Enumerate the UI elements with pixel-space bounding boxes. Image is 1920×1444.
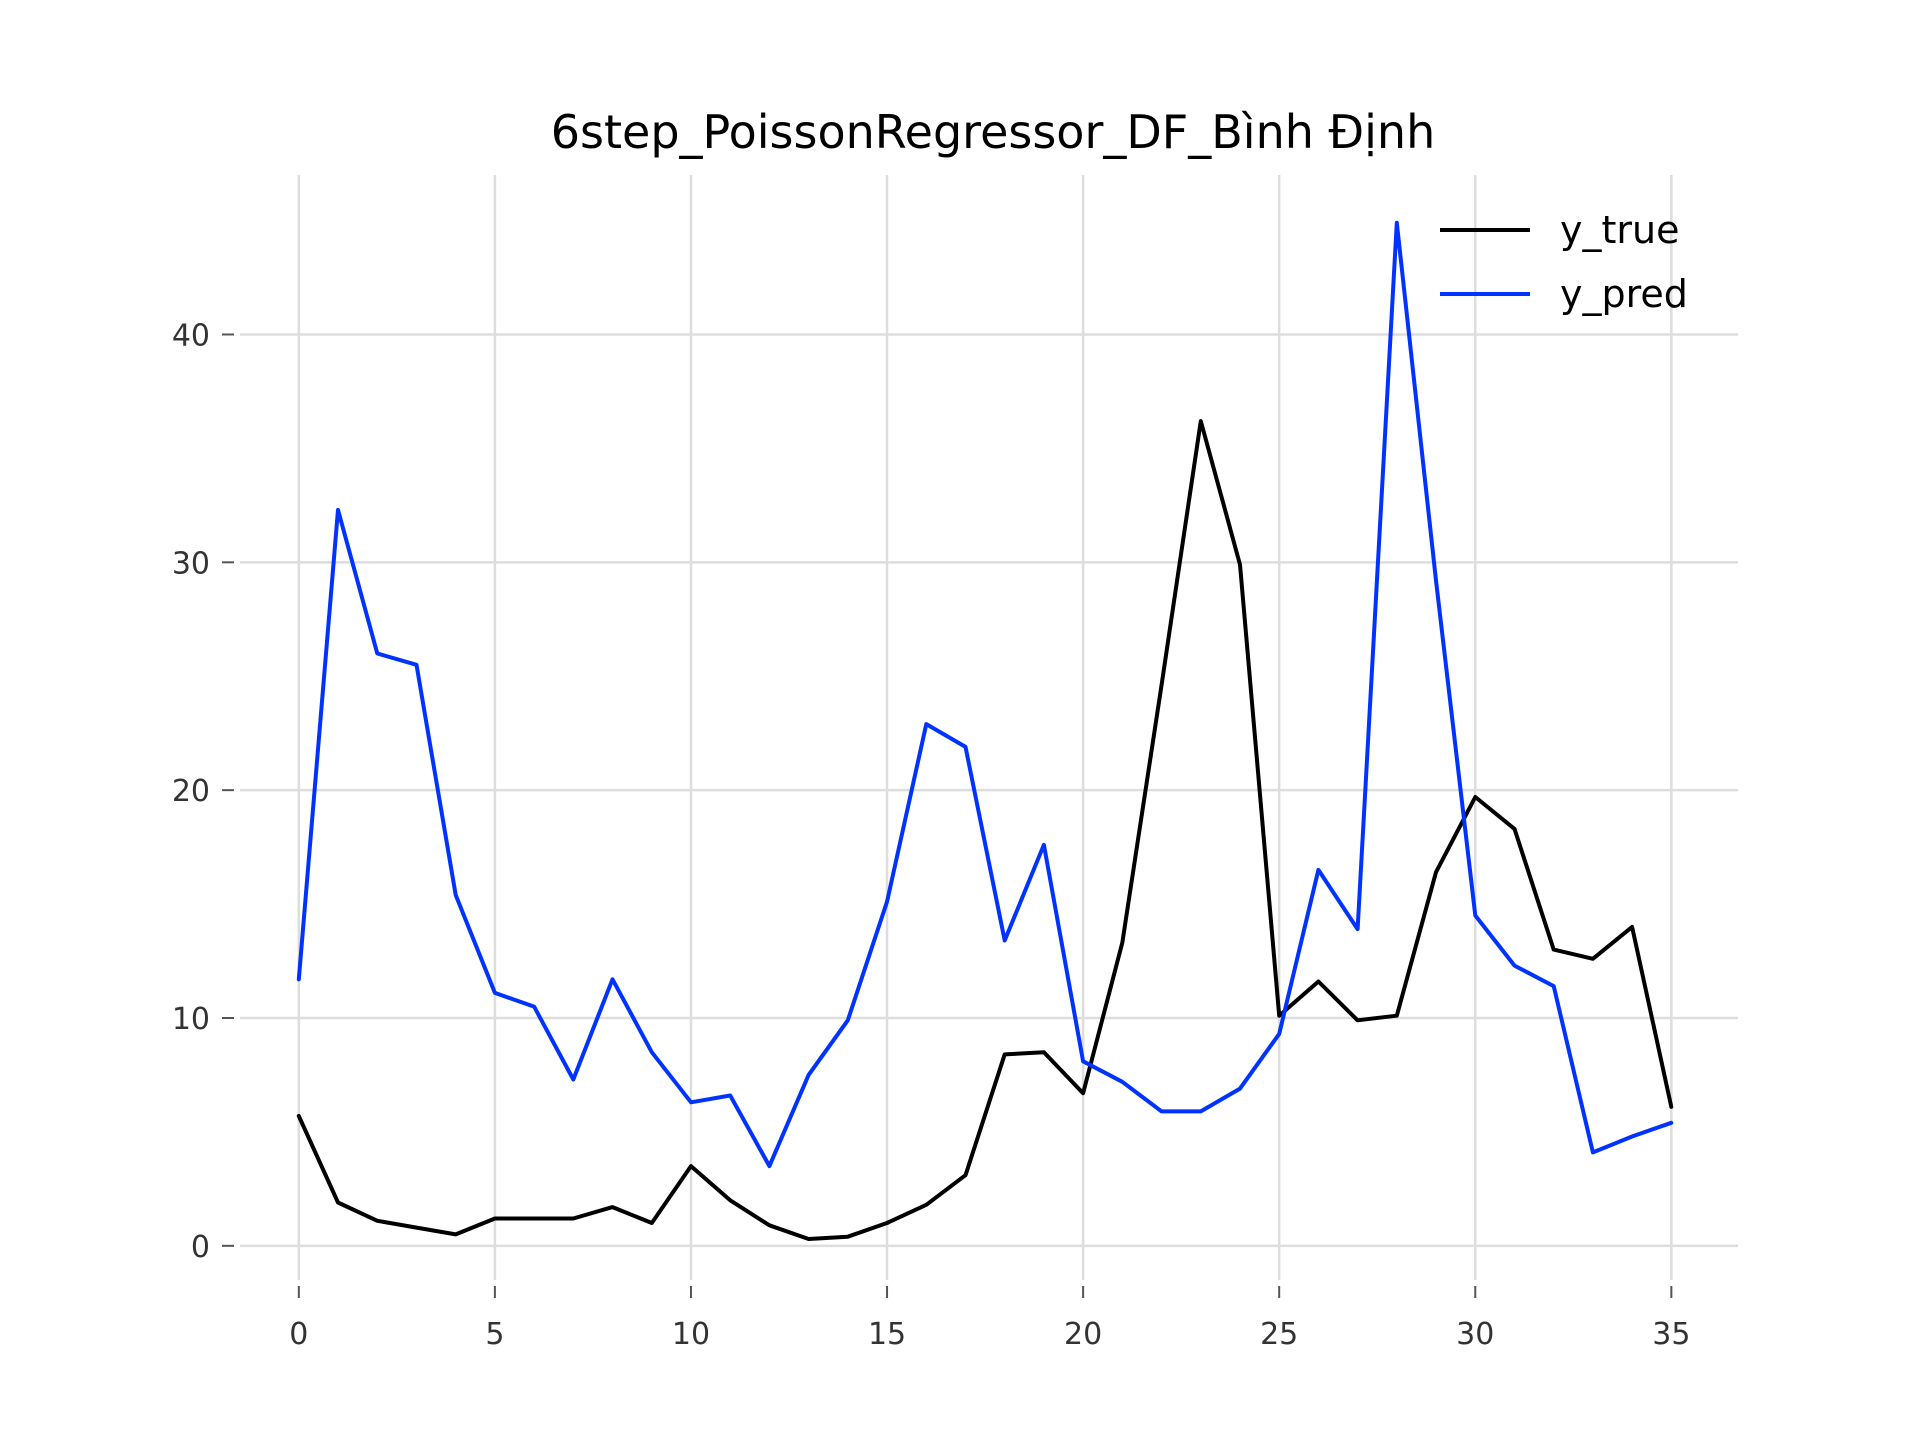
x-tick-label: 25 <box>1260 1317 1298 1352</box>
legend-label-y-pred: y_pred <box>1560 272 1688 316</box>
y-tick-label: 10 <box>172 1002 210 1037</box>
y-tick-label: 40 <box>172 318 210 353</box>
axis-ticks: 0 5 10 15 20 25 30 35 0 10 20 30 40 <box>172 318 1691 1352</box>
y-tick-label: 30 <box>172 546 210 581</box>
legend-label-y-true: y_true <box>1560 208 1679 252</box>
x-tick-label: 20 <box>1064 1317 1102 1352</box>
x-tick-label: 0 <box>289 1317 308 1352</box>
x-tick-label: 15 <box>868 1317 906 1352</box>
x-tick-label: 35 <box>1652 1317 1690 1352</box>
y-tick-label: 0 <box>191 1230 210 1265</box>
x-tick-label: 10 <box>672 1317 710 1352</box>
x-tick-label: 5 <box>485 1317 504 1352</box>
x-tick-label: 30 <box>1456 1317 1494 1352</box>
grid-lines <box>240 175 1738 1280</box>
series-lines <box>296 220 1674 1241</box>
chart-title: 6step_PoissonRegressor_DF_Bình Định <box>551 105 1436 159</box>
series-line-y-true <box>296 419 1674 1241</box>
series-line-y-pred <box>296 220 1674 1169</box>
legend: y_true y_pred <box>1440 208 1688 316</box>
y-tick-label: 20 <box>172 774 210 809</box>
